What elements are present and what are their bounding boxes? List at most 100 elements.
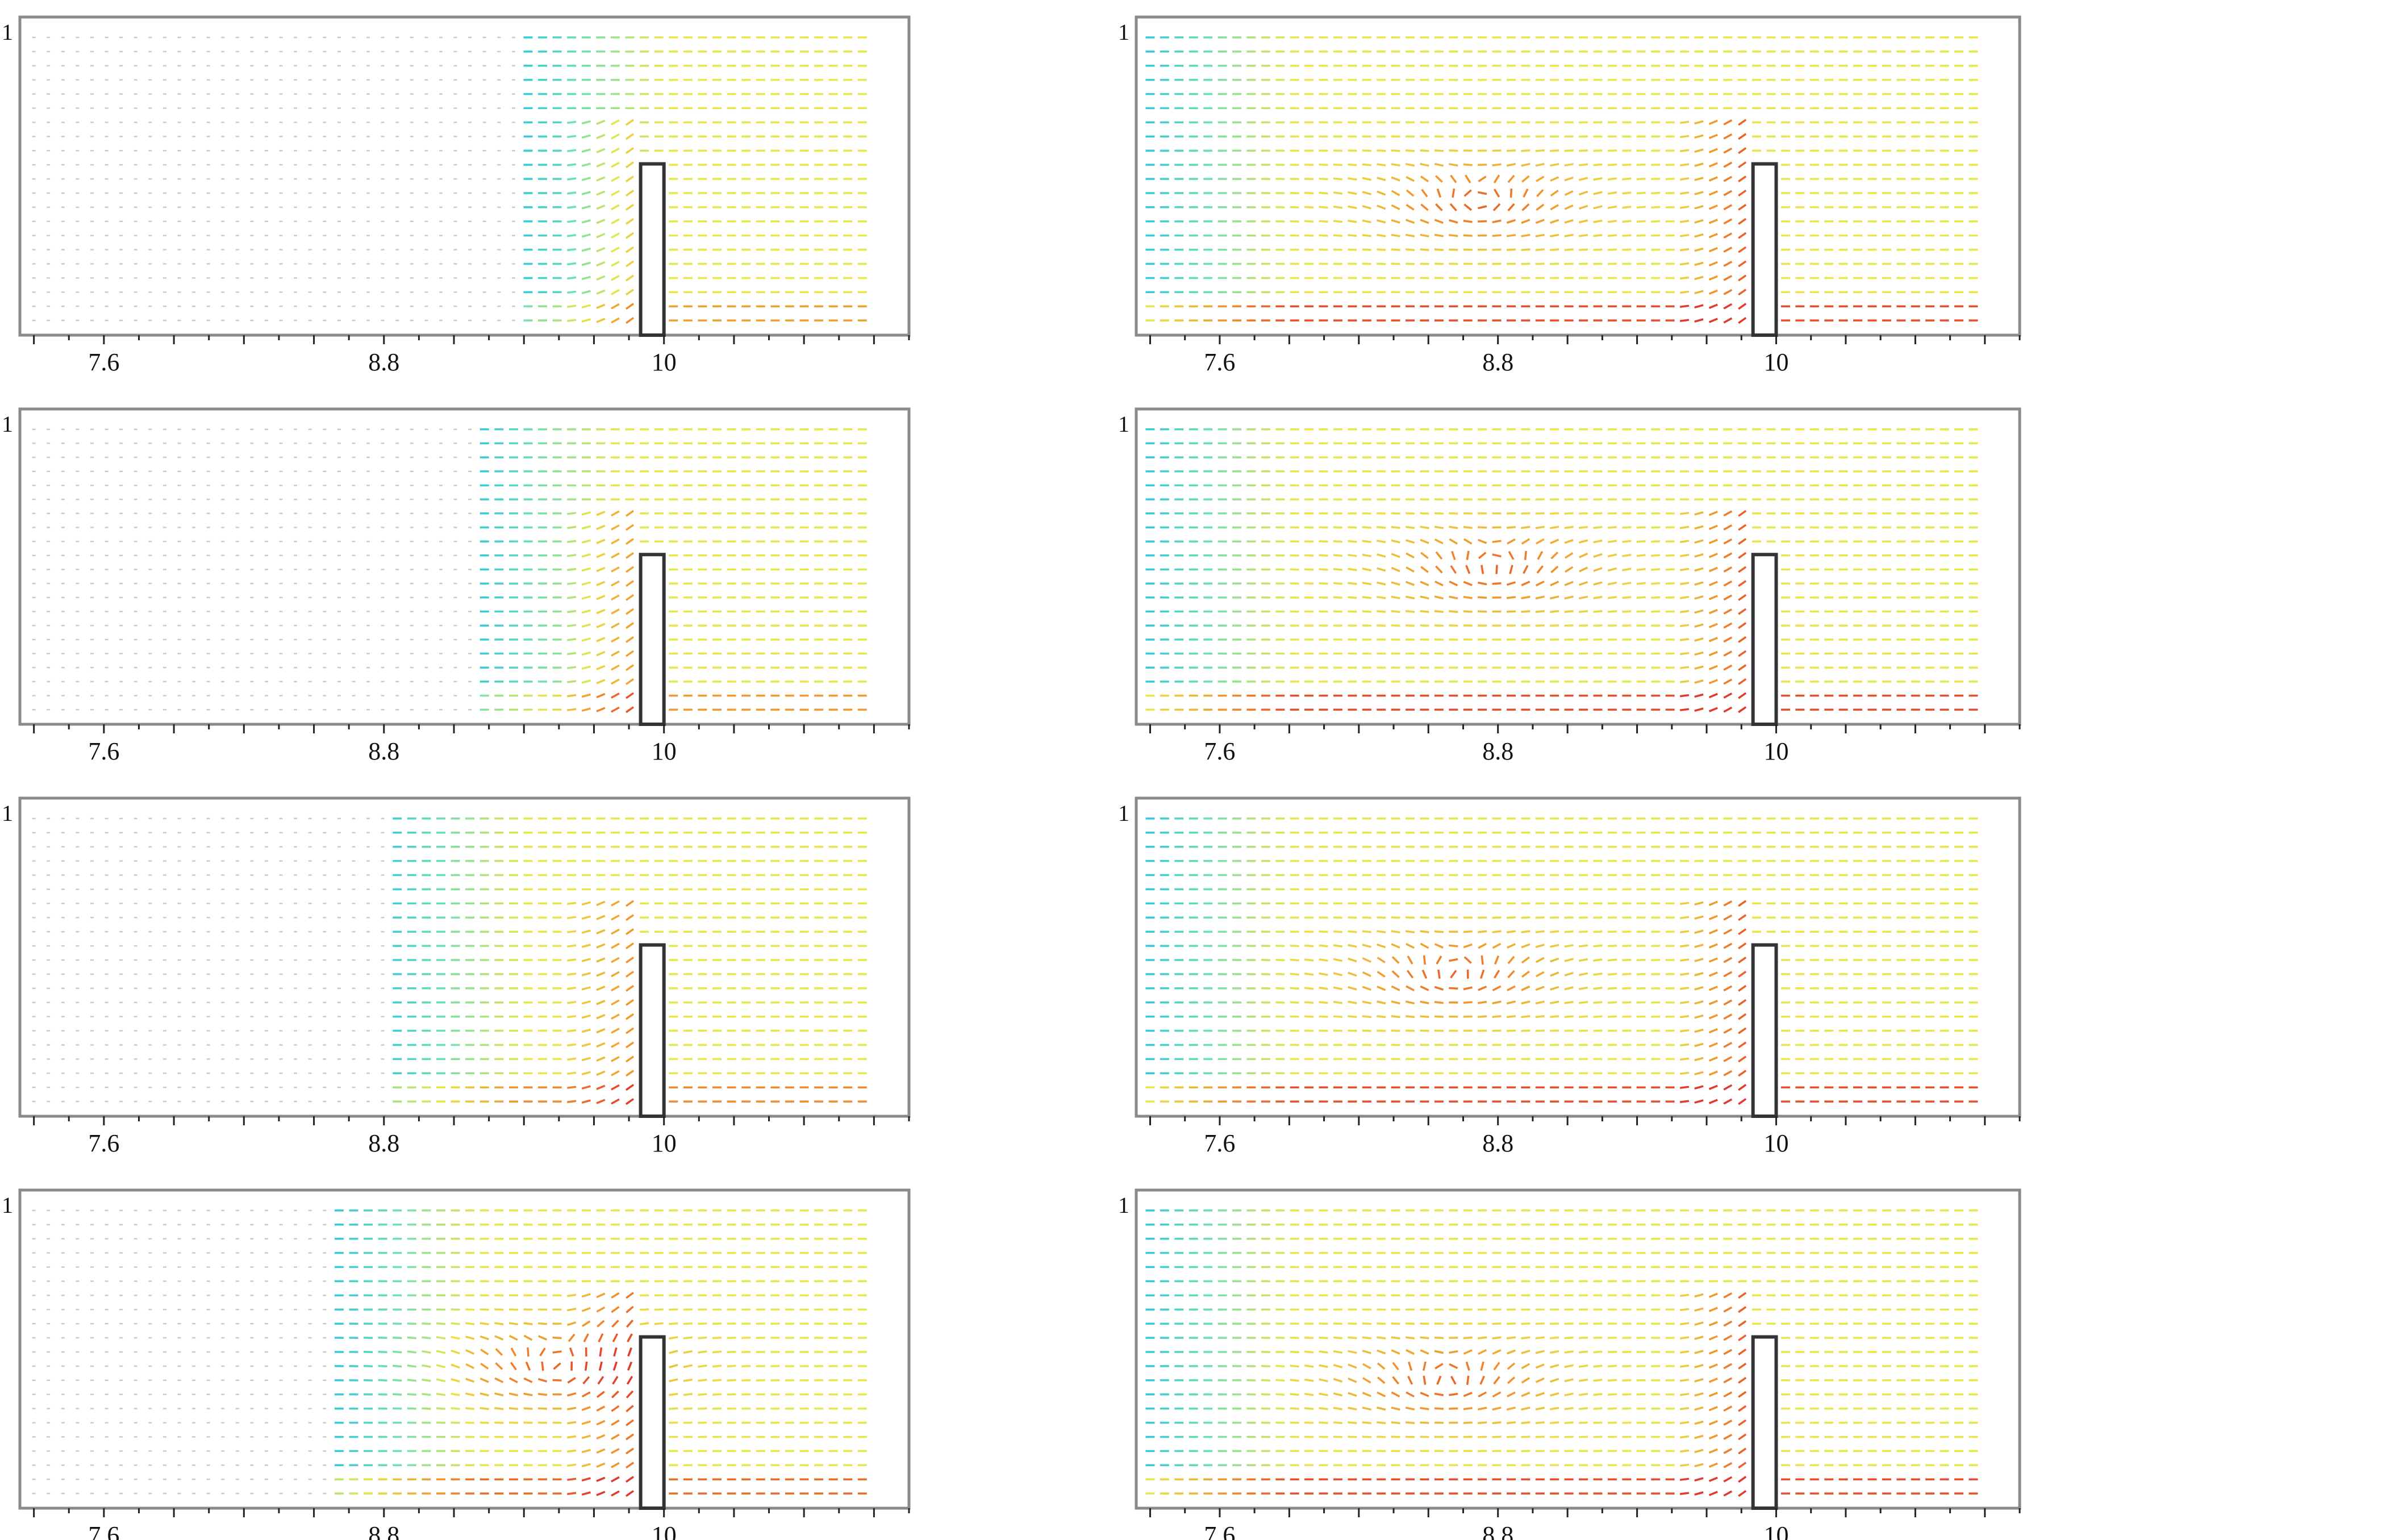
vector-arrow xyxy=(1578,190,1588,196)
vector-arrow xyxy=(1420,176,1429,182)
vector-arrow xyxy=(581,1099,591,1104)
vector-arrow xyxy=(1694,581,1704,586)
vector-arrow xyxy=(1333,596,1342,599)
vector-arrow xyxy=(1694,276,1704,281)
vector-arrow xyxy=(1564,219,1574,224)
vector-arrow xyxy=(1723,190,1733,197)
vector-arrow xyxy=(1622,567,1632,571)
vector-arrow xyxy=(1636,234,1646,237)
vector-arrow xyxy=(611,678,620,685)
vector-arrow xyxy=(1509,565,1513,574)
vector-arrow xyxy=(1564,581,1574,586)
vector-arrow xyxy=(1535,538,1545,545)
vector-arrow xyxy=(1738,260,1747,268)
vector-arrow xyxy=(1449,203,1457,212)
vector-arrow xyxy=(1564,610,1574,614)
vector-arrow xyxy=(1694,162,1704,167)
vector-arrow xyxy=(1579,566,1588,573)
vector-arrow xyxy=(625,552,635,559)
vector-arrow xyxy=(567,694,577,698)
vector-arrow xyxy=(1362,596,1371,599)
vector-arrow xyxy=(1622,582,1632,586)
vector-arrow xyxy=(1362,567,1371,571)
vector-arrow xyxy=(1694,134,1704,139)
vector-arrow xyxy=(1333,191,1343,195)
vector-arrow xyxy=(1593,191,1603,195)
vector-arrow xyxy=(625,203,635,211)
vector-arrow xyxy=(611,706,620,713)
vector-arrow xyxy=(1694,318,1704,323)
vector-arrow xyxy=(1391,163,1400,167)
vector-arrow xyxy=(1622,206,1632,209)
vector-arrow xyxy=(1651,554,1661,557)
vector-arrow xyxy=(611,664,620,671)
vector-arrow xyxy=(1348,582,1357,585)
vector-arrow xyxy=(1738,161,1747,169)
vector-arrow xyxy=(625,594,635,601)
vector-arrow xyxy=(1405,610,1415,614)
vector-arrow xyxy=(1434,248,1444,251)
vector-arrow xyxy=(567,319,577,322)
vector-arrow xyxy=(1362,219,1371,224)
vector-arrow xyxy=(1405,233,1415,237)
vector-arrow xyxy=(1723,594,1733,601)
vector-arrow xyxy=(1708,539,1718,544)
vector-arrow xyxy=(1391,595,1400,599)
vector-arrow xyxy=(1391,624,1400,627)
vector-arrow xyxy=(1708,261,1718,267)
vector-arrow xyxy=(1708,581,1718,586)
vector-arrow xyxy=(596,1099,606,1104)
vector-arrow xyxy=(1679,582,1690,586)
vector-arrow xyxy=(1578,219,1588,224)
vector-arrow xyxy=(1304,234,1314,237)
vector-arrow xyxy=(611,580,620,587)
vector-arrow xyxy=(1405,595,1415,600)
vector-arrow xyxy=(625,303,635,310)
vector-arrow xyxy=(1708,303,1718,309)
vector-arrow xyxy=(1679,638,1690,641)
vector-arrow xyxy=(1607,581,1617,586)
vector-arrow xyxy=(1651,540,1661,543)
x-tick-label: 10 xyxy=(652,737,677,765)
vector-arrow xyxy=(1708,232,1718,239)
panel-row1-right: 1 7.6 8.8 10 xyxy=(1118,15,2021,376)
obstacle-block xyxy=(1751,553,1778,726)
vector-arrow xyxy=(596,637,606,642)
vector-arrow xyxy=(1622,177,1632,181)
vector-arrow xyxy=(1333,220,1343,223)
vector-arrow xyxy=(1348,554,1357,557)
vector-arrow xyxy=(581,233,591,238)
vector-arrow xyxy=(1593,219,1603,223)
vector-arrow xyxy=(581,205,591,210)
vector-arrow xyxy=(625,622,635,629)
vector-arrow xyxy=(596,595,606,600)
vector-arrow xyxy=(596,133,606,139)
vector-arrow xyxy=(1636,526,1646,529)
vector-arrow xyxy=(1694,511,1704,516)
vector-arrow xyxy=(1738,678,1747,685)
vector-arrow xyxy=(1694,205,1704,210)
vector-arrow xyxy=(1550,176,1559,182)
vector-arrow xyxy=(1550,565,1559,574)
vector-arrow xyxy=(611,636,620,643)
vector-arrow xyxy=(1290,206,1299,208)
vector-arrow xyxy=(1521,581,1531,586)
vector-arrow xyxy=(567,666,577,669)
vector-arrow xyxy=(1579,624,1588,627)
vector-arrow xyxy=(1362,191,1371,195)
vector-arrow xyxy=(1493,174,1500,183)
vector-arrow xyxy=(567,248,577,252)
vector-arrow xyxy=(596,303,606,309)
vector-arrow xyxy=(1738,133,1747,140)
vector-arrow xyxy=(625,636,635,643)
vector-arrow xyxy=(1506,233,1516,237)
vector-arrow xyxy=(1708,679,1718,685)
vector-arrow xyxy=(1679,610,1690,614)
vector-arrow xyxy=(1466,550,1470,560)
vector-arrow xyxy=(1535,610,1545,613)
vector-arrow xyxy=(581,595,591,600)
vector-arrow xyxy=(1708,247,1718,253)
vector-arrow xyxy=(1607,248,1617,251)
vector-arrow xyxy=(1492,163,1502,166)
vector-arrow xyxy=(1535,595,1545,600)
